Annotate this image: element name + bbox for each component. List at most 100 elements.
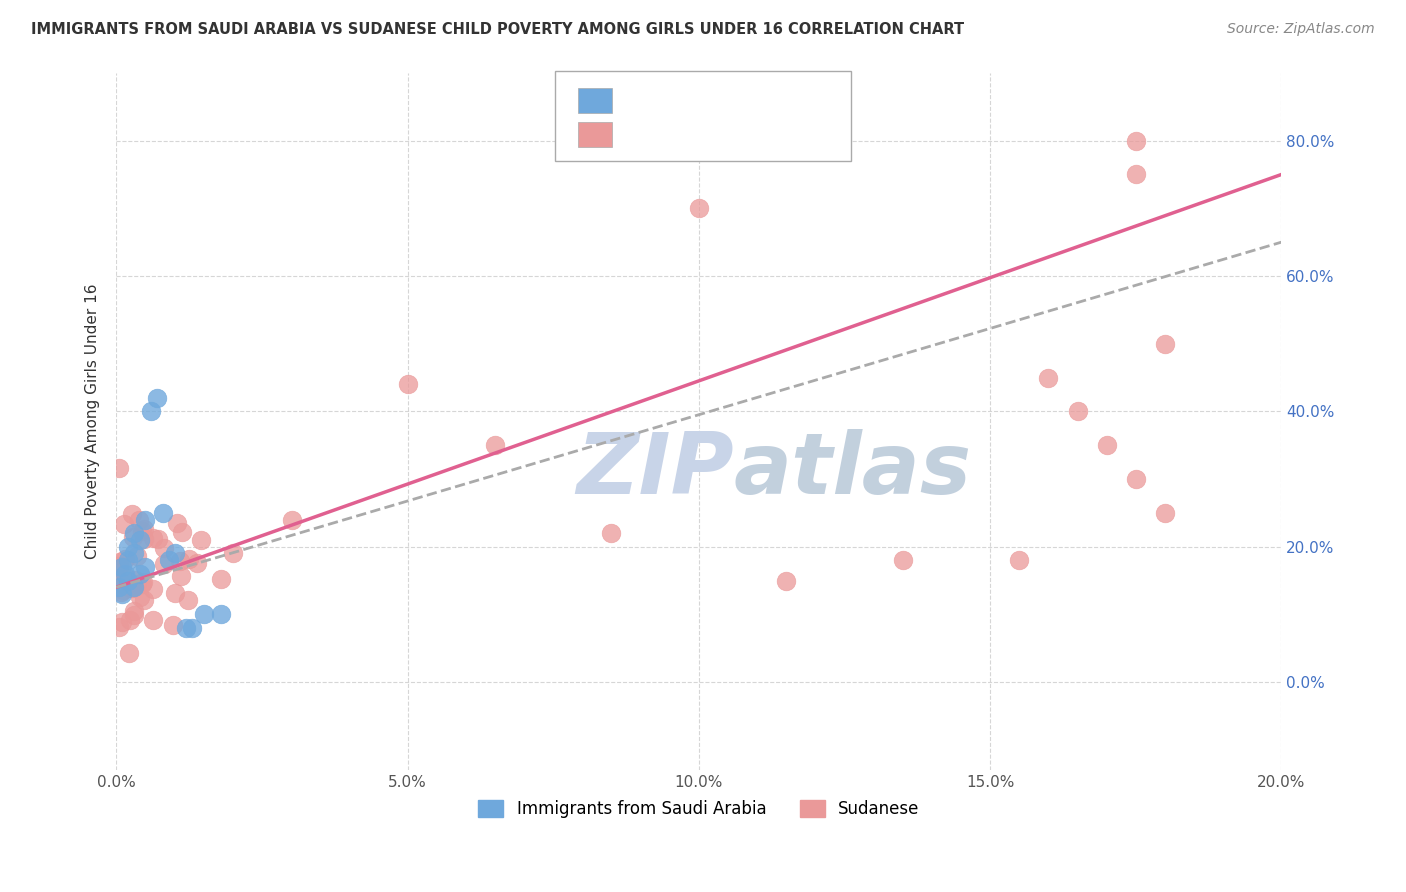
Point [117, 574, 139, 588]
Point [146, 391, 169, 405]
Point [1125, 472, 1147, 486]
Point [110, 585, 132, 599]
Point [118, 646, 141, 660]
Point [108, 580, 131, 594]
Point [1095, 438, 1118, 452]
Point [142, 613, 165, 627]
Point [122, 608, 145, 623]
Point [600, 526, 623, 541]
Point [169, 553, 191, 567]
Point [177, 552, 200, 566]
Point [129, 590, 152, 604]
Point [688, 202, 710, 216]
Point [134, 560, 156, 574]
Point [775, 574, 797, 588]
Point [166, 516, 188, 530]
Point [112, 517, 135, 532]
Point [117, 540, 139, 554]
Point [121, 581, 143, 595]
Text: Source: ZipAtlas.com: Source: ZipAtlas.com [1227, 22, 1375, 37]
Point [108, 619, 131, 633]
Y-axis label: Child Poverty Among Girls Under 16: Child Poverty Among Girls Under 16 [86, 284, 100, 559]
Point [190, 533, 212, 548]
Text: 23: 23 [762, 89, 786, 107]
Point [132, 532, 155, 546]
Point [170, 568, 193, 582]
Point [1066, 404, 1088, 418]
Point [1125, 168, 1147, 182]
Point [209, 607, 232, 622]
Point [107, 461, 129, 475]
Point [111, 587, 134, 601]
Point [1008, 553, 1031, 567]
Point [120, 613, 142, 627]
Point [127, 577, 149, 591]
Point [152, 506, 174, 520]
Point [131, 524, 153, 539]
Text: IMMIGRANTS FROM SAUDI ARABIA VS SUDANESE CHILD POVERTY AMONG GIRLS UNDER 16 CORR: IMMIGRANTS FROM SAUDI ARABIA VS SUDANESE… [31, 22, 965, 37]
Point [122, 580, 145, 594]
Point [163, 546, 186, 560]
Point [114, 570, 136, 584]
Point [176, 593, 198, 607]
Point [142, 532, 165, 546]
Point [141, 404, 163, 418]
Point [157, 553, 180, 567]
Point [186, 556, 208, 570]
Point [162, 617, 184, 632]
Point [121, 507, 143, 521]
Point [128, 512, 150, 526]
Point [111, 560, 134, 574]
Point [108, 555, 131, 569]
Text: 65: 65 [762, 123, 785, 141]
Point [209, 572, 232, 586]
Text: atlas: atlas [734, 429, 972, 512]
Point [132, 522, 155, 536]
Point [107, 572, 129, 586]
Point [1154, 506, 1177, 520]
Point [111, 576, 134, 591]
Point [193, 607, 215, 622]
Point [117, 553, 139, 567]
Text: N =: N = [713, 89, 761, 107]
Point [124, 573, 146, 587]
Point [134, 513, 156, 527]
Point [1038, 370, 1060, 384]
Point [112, 582, 135, 597]
Text: 0.551: 0.551 [668, 123, 720, 141]
Point [163, 586, 186, 600]
Point [222, 546, 245, 560]
Point [125, 549, 148, 563]
Point [122, 546, 145, 560]
Text: N =: N = [713, 123, 761, 141]
Point [891, 553, 914, 567]
Point [122, 604, 145, 618]
Point [153, 541, 176, 555]
Point [1154, 336, 1177, 351]
Point [114, 566, 136, 581]
Text: 0.191: 0.191 [668, 89, 720, 107]
Point [128, 566, 150, 581]
Point [153, 557, 176, 571]
Point [170, 524, 193, 539]
Point [120, 581, 142, 595]
Point [121, 531, 143, 545]
Legend: Immigrants from Saudi Arabia, Sudanese: Immigrants from Saudi Arabia, Sudanese [471, 793, 927, 824]
Point [114, 552, 136, 566]
Point [131, 577, 153, 591]
Point [122, 526, 145, 541]
Text: ZIP: ZIP [576, 429, 734, 512]
Point [181, 621, 204, 635]
Point [146, 532, 169, 546]
Point [128, 533, 150, 547]
Point [396, 377, 419, 392]
Text: R =: R = [621, 123, 658, 141]
Point [174, 621, 197, 635]
Point [108, 559, 131, 574]
Point [134, 592, 156, 607]
Point [1125, 134, 1147, 148]
Point [484, 438, 506, 452]
Point [281, 513, 304, 527]
Point [142, 582, 165, 596]
Point [110, 615, 132, 629]
